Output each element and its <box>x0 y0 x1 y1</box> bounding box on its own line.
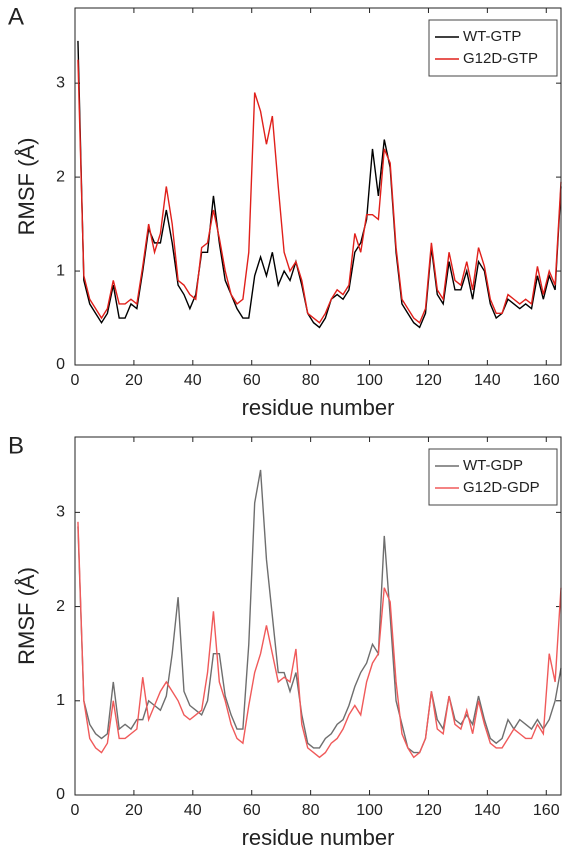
y-tick-label: 0 <box>56 356 65 373</box>
y-tick-label: 2 <box>56 598 65 615</box>
data-line <box>77 59 562 324</box>
y-tick-label: 3 <box>56 74 65 91</box>
x-tick-label: 100 <box>356 372 383 389</box>
data-line <box>77 469 562 754</box>
plot-frame <box>74 436 562 796</box>
data-line <box>77 521 562 759</box>
x-tick-label: 40 <box>184 372 202 389</box>
y-tick-label: 1 <box>56 692 65 709</box>
x-tick-label: 160 <box>533 802 560 819</box>
y-tick-label: 3 <box>56 504 65 521</box>
x-tick-label: 120 <box>415 372 442 389</box>
legend-box <box>428 448 558 506</box>
x-axis-label: residue number <box>242 825 395 850</box>
legend-box <box>428 19 558 77</box>
y-tick-label: 2 <box>56 168 65 185</box>
legend-label: WT-GDP <box>463 457 523 474</box>
legend-label: G12D-GTP <box>463 50 538 67</box>
x-tick-label: 120 <box>415 802 442 819</box>
x-tick-label: 160 <box>533 372 560 389</box>
x-tick-label: 0 <box>71 372 80 389</box>
x-tick-label: 60 <box>243 802 261 819</box>
plot-frame <box>74 7 562 366</box>
x-tick-label: 140 <box>474 372 501 389</box>
x-axis-label: residue number <box>242 395 395 420</box>
x-tick-label: 40 <box>184 802 202 819</box>
legend-label: G12D-GDP <box>463 479 540 496</box>
y-axis-label: RMSF (Å) <box>14 138 39 236</box>
x-tick-label: 0 <box>71 802 80 819</box>
data-line <box>77 40 562 329</box>
y-tick-label: 0 <box>56 786 65 803</box>
x-tick-label: 140 <box>474 802 501 819</box>
x-tick-label: 60 <box>243 372 261 389</box>
y-tick-label: 1 <box>56 262 65 279</box>
x-tick-label: 20 <box>125 802 143 819</box>
legend-label: WT-GTP <box>463 28 521 45</box>
panel-label: B <box>8 432 24 459</box>
panel-label: A <box>8 3 24 30</box>
x-tick-label: 100 <box>356 802 383 819</box>
x-tick-label: 80 <box>302 372 320 389</box>
x-tick-label: 20 <box>125 372 143 389</box>
y-axis-label: RMSF (Å) <box>14 567 39 665</box>
x-tick-label: 80 <box>302 802 320 819</box>
